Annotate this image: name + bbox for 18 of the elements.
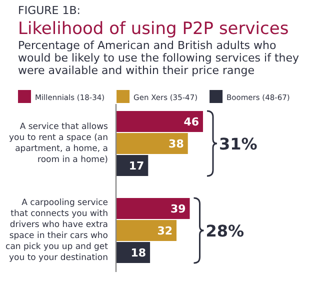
caption: FIGURE 1B: <box>18 4 80 17</box>
y-tick-label: A service that allows you to rent a space (an apartment, a home, a room in a home) <box>9 122 109 166</box>
bar <box>116 133 188 154</box>
bar <box>116 220 177 241</box>
bar <box>116 111 203 132</box>
text: 31% <box>219 134 258 154</box>
data-label: 38 <box>168 138 184 150</box>
text: 28% <box>206 222 244 240</box>
y-tick-label: A carpooling service that connects you with drivers who have extra space in their cars who can pick you up and get you to your destination <box>6 198 109 264</box>
data-label: 39 <box>170 202 186 216</box>
data-label: 17 <box>128 160 144 172</box>
data-label: 32 <box>157 224 173 238</box>
bar <box>116 198 190 219</box>
chart-title: Likelihood of using P2P services <box>18 19 289 39</box>
data-label: 46 <box>184 116 200 128</box>
chart-subtitle: Percentage of American and British adults who would be likely to use the following services if they were available and within their price range <box>18 39 300 77</box>
data-label: 18 <box>130 246 146 260</box>
bar <box>116 155 148 176</box>
